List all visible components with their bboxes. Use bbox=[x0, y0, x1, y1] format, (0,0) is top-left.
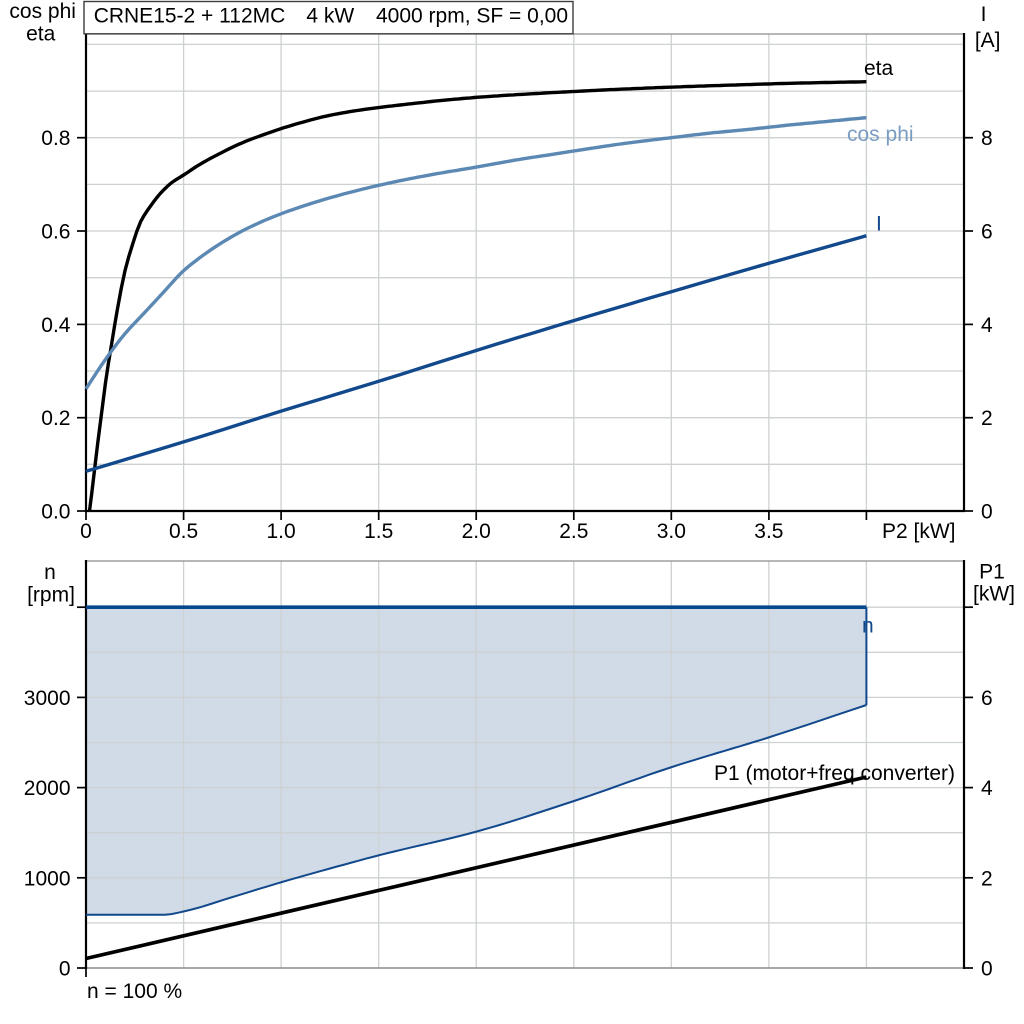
svg-text:n = 100 %: n = 100 % bbox=[87, 980, 182, 1003]
svg-text:1000: 1000 bbox=[24, 867, 71, 890]
svg-text:0: 0 bbox=[981, 958, 993, 981]
svg-text:[rpm]: [rpm] bbox=[27, 584, 75, 607]
svg-text:P1: P1 bbox=[979, 561, 1005, 584]
svg-text:4: 4 bbox=[981, 777, 993, 800]
svg-text:3000: 3000 bbox=[24, 687, 71, 710]
svg-text:0.0: 0.0 bbox=[41, 501, 70, 524]
svg-text:2.5: 2.5 bbox=[559, 520, 588, 543]
svg-text:1.5: 1.5 bbox=[364, 520, 393, 543]
svg-text:P1 (motor+freq.converter): P1 (motor+freq.converter) bbox=[714, 762, 955, 785]
svg-text:[A]: [A] bbox=[975, 29, 1001, 52]
svg-text:2: 2 bbox=[981, 867, 993, 890]
svg-text:3.0: 3.0 bbox=[657, 520, 686, 543]
svg-text:eta: eta bbox=[26, 23, 56, 46]
svg-text:0: 0 bbox=[981, 501, 993, 524]
svg-text:0.2: 0.2 bbox=[41, 407, 70, 430]
svg-text:4 kW: 4 kW bbox=[306, 5, 354, 28]
svg-text:0: 0 bbox=[80, 520, 92, 543]
svg-text:3.5: 3.5 bbox=[754, 520, 783, 543]
svg-text:0.6: 0.6 bbox=[41, 221, 70, 244]
svg-text:n: n bbox=[862, 615, 874, 638]
svg-text:cos phi: cos phi bbox=[847, 123, 914, 146]
svg-text:2.0: 2.0 bbox=[462, 520, 491, 543]
svg-text:I: I bbox=[981, 3, 987, 26]
svg-text:eta: eta bbox=[864, 57, 894, 80]
svg-text:I: I bbox=[876, 213, 882, 236]
svg-text:2: 2 bbox=[981, 407, 993, 430]
svg-text:0.4: 0.4 bbox=[41, 314, 71, 337]
svg-text:2000: 2000 bbox=[24, 777, 71, 800]
svg-text:8: 8 bbox=[981, 127, 993, 150]
svg-text:6: 6 bbox=[981, 687, 993, 710]
svg-text:0: 0 bbox=[59, 958, 71, 981]
svg-text:6: 6 bbox=[981, 221, 993, 244]
svg-text:4000 rpm, SF = 0,00: 4000 rpm, SF = 0,00 bbox=[376, 5, 568, 28]
svg-text:n: n bbox=[44, 561, 56, 584]
svg-text:[kW]: [kW] bbox=[973, 583, 1015, 606]
svg-text:0.5: 0.5 bbox=[169, 520, 198, 543]
svg-text:4: 4 bbox=[981, 314, 993, 337]
svg-text:0.8: 0.8 bbox=[41, 127, 70, 150]
svg-text:1.0: 1.0 bbox=[266, 520, 295, 543]
svg-text:cos phi: cos phi bbox=[9, 0, 76, 23]
svg-text:CRNE15-2 + 112MC: CRNE15-2 + 112MC bbox=[94, 5, 286, 28]
svg-text:P2 [kW]: P2 [kW] bbox=[882, 520, 956, 543]
